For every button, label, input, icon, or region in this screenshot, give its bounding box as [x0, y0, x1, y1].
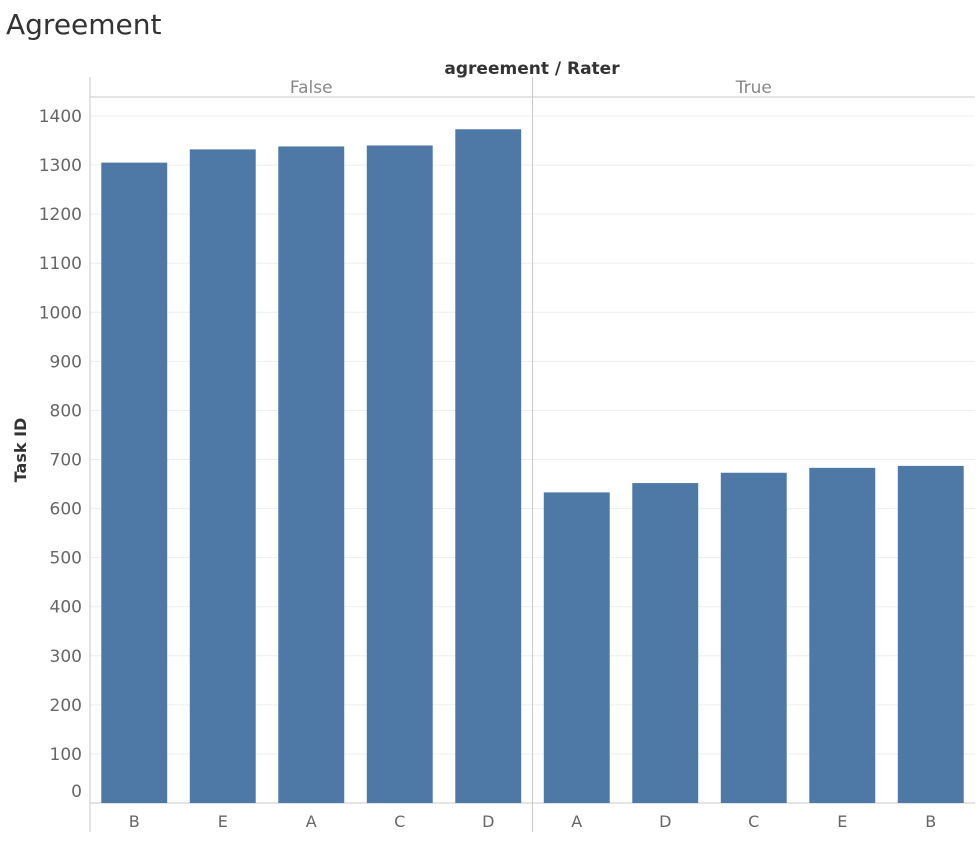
x-tick-label: D	[482, 812, 494, 831]
bar-false-e[interactable]	[189, 149, 256, 804]
panel-false: False B E A C D	[101, 78, 522, 831]
chart-panels: False B E A C D True A D C E B	[101, 78, 964, 831]
y-tick-label: 1000	[39, 303, 82, 323]
y-tick-label: 500	[50, 549, 82, 569]
bar-true-c[interactable]	[720, 472, 787, 803]
y-tick-label: 1400	[39, 107, 82, 127]
x-tick-label: A	[306, 812, 317, 831]
bar-false-c[interactable]	[366, 145, 433, 803]
bar-true-a[interactable]	[543, 492, 610, 803]
panel-header-label: False	[290, 78, 333, 98]
x-tick-label: B	[129, 812, 140, 831]
y-tick-label: 600	[50, 500, 82, 520]
x-tick-label: D	[659, 812, 671, 831]
y-tick-label: 1200	[39, 205, 82, 225]
y-tick-label: 700	[50, 451, 82, 471]
x-tick-label: E	[218, 812, 228, 831]
x-tick-label: C	[394, 812, 405, 831]
bar-true-d[interactable]	[632, 483, 699, 803]
x-tick-label: C	[748, 812, 759, 831]
panel-true: True A D C E B	[543, 78, 964, 831]
column-header-title: agreement / Rater	[444, 59, 620, 79]
bar-true-e[interactable]	[809, 467, 876, 803]
bar-false-d[interactable]	[455, 129, 522, 803]
y-tick-label: 1300	[39, 156, 82, 176]
y-tick-label: 100	[50, 745, 82, 765]
y-tick-label: 800	[50, 401, 82, 421]
y-tick-label: 0	[71, 782, 82, 802]
bar-false-b[interactable]	[101, 162, 168, 804]
x-tick-label: B	[925, 812, 936, 831]
y-tick-label: 1100	[39, 254, 82, 274]
y-tick-label: 200	[50, 696, 82, 716]
y-tick-label: 900	[50, 352, 82, 372]
chart-title: Agreement	[6, 8, 162, 41]
bar-false-a[interactable]	[278, 146, 345, 803]
y-tick-label: 400	[50, 598, 82, 618]
y-axis-ticks: 0 100 200 300 400 500 600 700 800 900 1000 1100 1200…	[39, 107, 82, 802]
y-tick-label: 300	[50, 647, 82, 667]
panel-header-label: True	[735, 78, 772, 98]
x-tick-label: A	[571, 812, 582, 831]
y-axis-label: Task ID	[11, 418, 30, 483]
bar-true-b[interactable]	[897, 465, 964, 803]
x-tick-label: E	[837, 812, 847, 831]
